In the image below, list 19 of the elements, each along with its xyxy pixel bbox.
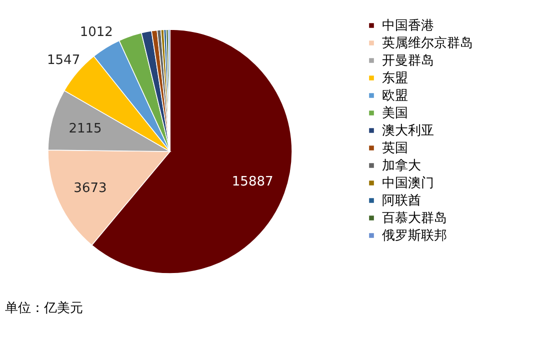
- data-label: 3673: [74, 181, 107, 196]
- data-label: 15887: [232, 174, 274, 190]
- text: 单位：亿美元: [5, 300, 83, 316]
- legend-label: 欧盟: [382, 88, 408, 104]
- legend-label: 俄罗斯联邦: [382, 228, 447, 244]
- legend-label: 英国: [382, 141, 408, 156]
- legend-label: 开曼群岛: [382, 54, 434, 68]
- legend-label: 阿联酋: [382, 194, 421, 208]
- legend-label: 英属维尔京群岛: [382, 36, 473, 51]
- data-label: 1547: [47, 53, 80, 68]
- legend-label: 中国香港: [382, 18, 434, 34]
- data-label: 1012: [80, 25, 113, 40]
- legend-label: 百慕大群岛: [382, 211, 447, 226]
- data-label: 2115: [68, 121, 102, 136]
- legend-label: 澳大利亚: [382, 124, 434, 138]
- legend-label: 中国澳门: [382, 175, 434, 191]
- legend-label: 东盟: [382, 71, 408, 86]
- legend-label: 加拿大: [382, 158, 421, 174]
- legend-label: 美国: [382, 105, 408, 121]
